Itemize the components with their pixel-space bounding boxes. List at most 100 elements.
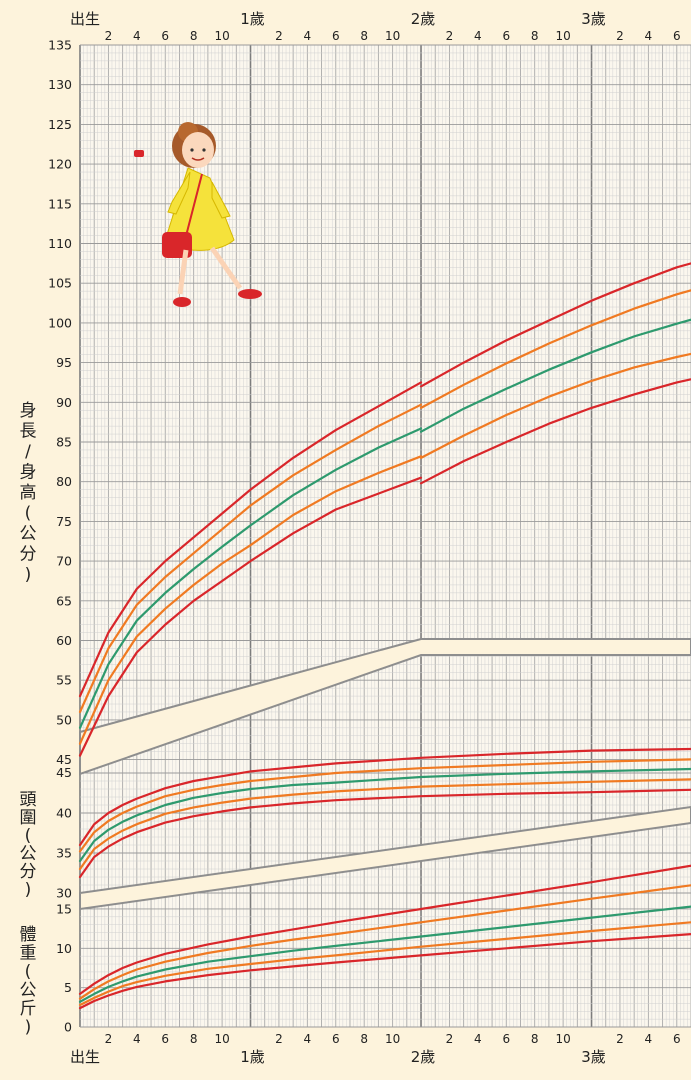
month-label-top: 2 (105, 29, 113, 43)
length-tick-label: 120 (48, 157, 72, 172)
head-axis-title-char: 頭 (20, 790, 37, 810)
month-label-bottom: 6 (332, 1032, 340, 1046)
month-label-bottom: 4 (304, 1032, 312, 1046)
head-axis-title-char: ) (25, 880, 32, 900)
length-tick-label: 130 (48, 77, 72, 92)
month-label-bottom: 4 (133, 1032, 141, 1046)
month-label-top: 4 (304, 29, 312, 43)
length-tick-label: 70 (56, 554, 72, 569)
head-axis-title-char: 分 (20, 862, 37, 882)
month-label-top: 4 (133, 29, 141, 43)
weight-axis-title-char: ( (25, 962, 32, 982)
month-label-bottom: 10 (555, 1032, 570, 1046)
length-axis-title-char: / (25, 442, 31, 462)
month-label-bottom: 2 (446, 1032, 454, 1046)
month-label-top: 4 (474, 29, 482, 43)
weight-percentile-curve-3 (78, 905, 691, 1003)
head-weight-separator (79, 805, 691, 911)
weight-percentile-curve-2 (78, 884, 691, 1000)
weight-percentile-curve-4 (78, 921, 691, 1007)
month-label-bottom: 8 (360, 1032, 368, 1046)
head-percentile-curve-4 (78, 778, 691, 871)
month-label-top: 6 (673, 29, 681, 43)
head-tick-label: 45 (56, 765, 72, 780)
weight-axis-title-char: 重 (20, 944, 37, 964)
weight-axis-title-char: 體 (20, 925, 37, 945)
percentile-curves (78, 262, 691, 1010)
head-percentile-curve-1 (78, 747, 691, 847)
height-percentile-curve-3 (419, 318, 691, 433)
month-label-bottom: 8 (190, 1032, 198, 1046)
month-label-top: 8 (360, 29, 368, 43)
length-percentile-curve-1 (78, 381, 423, 698)
month-label-bottom: 2 (616, 1032, 624, 1046)
age-label-bottom: 2歲 (411, 1048, 436, 1066)
length-tick-label: 95 (56, 355, 72, 370)
month-label-top: 2 (275, 29, 283, 43)
height-percentile-curve-5 (419, 378, 691, 485)
month-label-bottom: 4 (474, 1032, 482, 1046)
weight-percentile-curve-1 (78, 864, 691, 996)
length-axis-title-char: 身 (20, 401, 37, 421)
head-percentile-curve-5 (78, 788, 691, 879)
month-label-bottom: 6 (502, 1032, 510, 1046)
length-tick-label: 50 (56, 712, 72, 727)
month-label-top: 4 (645, 29, 653, 43)
length-tick-label: 55 (56, 673, 72, 688)
month-label-top: 10 (385, 29, 400, 43)
month-label-top: 6 (502, 29, 510, 43)
length-percentile-curve-3 (78, 427, 423, 729)
month-label-top: 2 (446, 29, 454, 43)
head-axis-title-char: 公 (20, 844, 37, 864)
weight-tick-label: 10 (56, 941, 72, 956)
month-label-bottom: 10 (214, 1032, 229, 1046)
length-head-separator (79, 638, 691, 776)
age-label-bottom: 出生 (70, 1048, 100, 1066)
height-percentile-curve-2 (419, 289, 691, 409)
month-label-top: 6 (161, 29, 169, 43)
month-label-top: 10 (214, 29, 229, 43)
length-tick-label: 60 (56, 633, 72, 648)
month-label-bottom: 4 (645, 1032, 653, 1046)
length-axis-title-char: 公 (20, 524, 37, 544)
length-percentile-curve-4 (78, 455, 423, 745)
length-tick-label: 65 (56, 593, 72, 608)
length-axis-title-char: ( (25, 504, 32, 524)
month-label-bottom: 8 (531, 1032, 539, 1046)
girl-illustration (134, 122, 262, 307)
age-label-top: 3歲 (581, 10, 606, 28)
age-label-top: 2歲 (411, 10, 436, 28)
length-percentile-curve-2 (78, 403, 423, 714)
age-label-top: 1歲 (240, 10, 265, 28)
length-axis-title-char: ) (25, 565, 32, 585)
length-percentile-curve-5 (78, 476, 423, 757)
month-label-top: 8 (190, 29, 198, 43)
length-tick-label: 90 (56, 395, 72, 410)
length-tick-label: 100 (48, 315, 72, 330)
weight-tick-label: 5 (64, 980, 72, 995)
head-axis-title-char: ( (25, 826, 32, 846)
length-axis-title-char: 高 (20, 483, 37, 503)
age-label-bottom: 1歲 (240, 1048, 265, 1066)
height-percentile-curve-4 (419, 352, 691, 459)
length-tick-label: 80 (56, 474, 72, 489)
head-axis-title-char: 圍 (20, 808, 37, 828)
length-tick-label: 75 (56, 514, 72, 529)
month-label-bottom: 2 (105, 1032, 113, 1046)
length-tick-label: 45 (56, 752, 72, 767)
weight-percentile-curve-5 (78, 932, 691, 1010)
length-axis-title-char: 長 (20, 422, 37, 442)
month-label-top: 10 (555, 29, 570, 43)
length-axis-title-char: 分 (20, 545, 37, 565)
weight-axis-title-char: 斤 (20, 999, 37, 1019)
length-tick-label: 105 (48, 276, 72, 291)
length-tick-label: 125 (48, 117, 72, 132)
height-percentile-curve-1 (419, 262, 691, 388)
age-label-top: 出生 (70, 10, 100, 28)
head-percentile-curve-3 (78, 767, 691, 863)
head-tick-label: 30 (56, 886, 72, 901)
weight-axis-title-char: 公 (20, 981, 37, 1001)
length-axis-title-char: 身 (20, 463, 37, 483)
month-label-bottom: 2 (275, 1032, 283, 1046)
age-label-bottom: 3歲 (581, 1048, 606, 1066)
